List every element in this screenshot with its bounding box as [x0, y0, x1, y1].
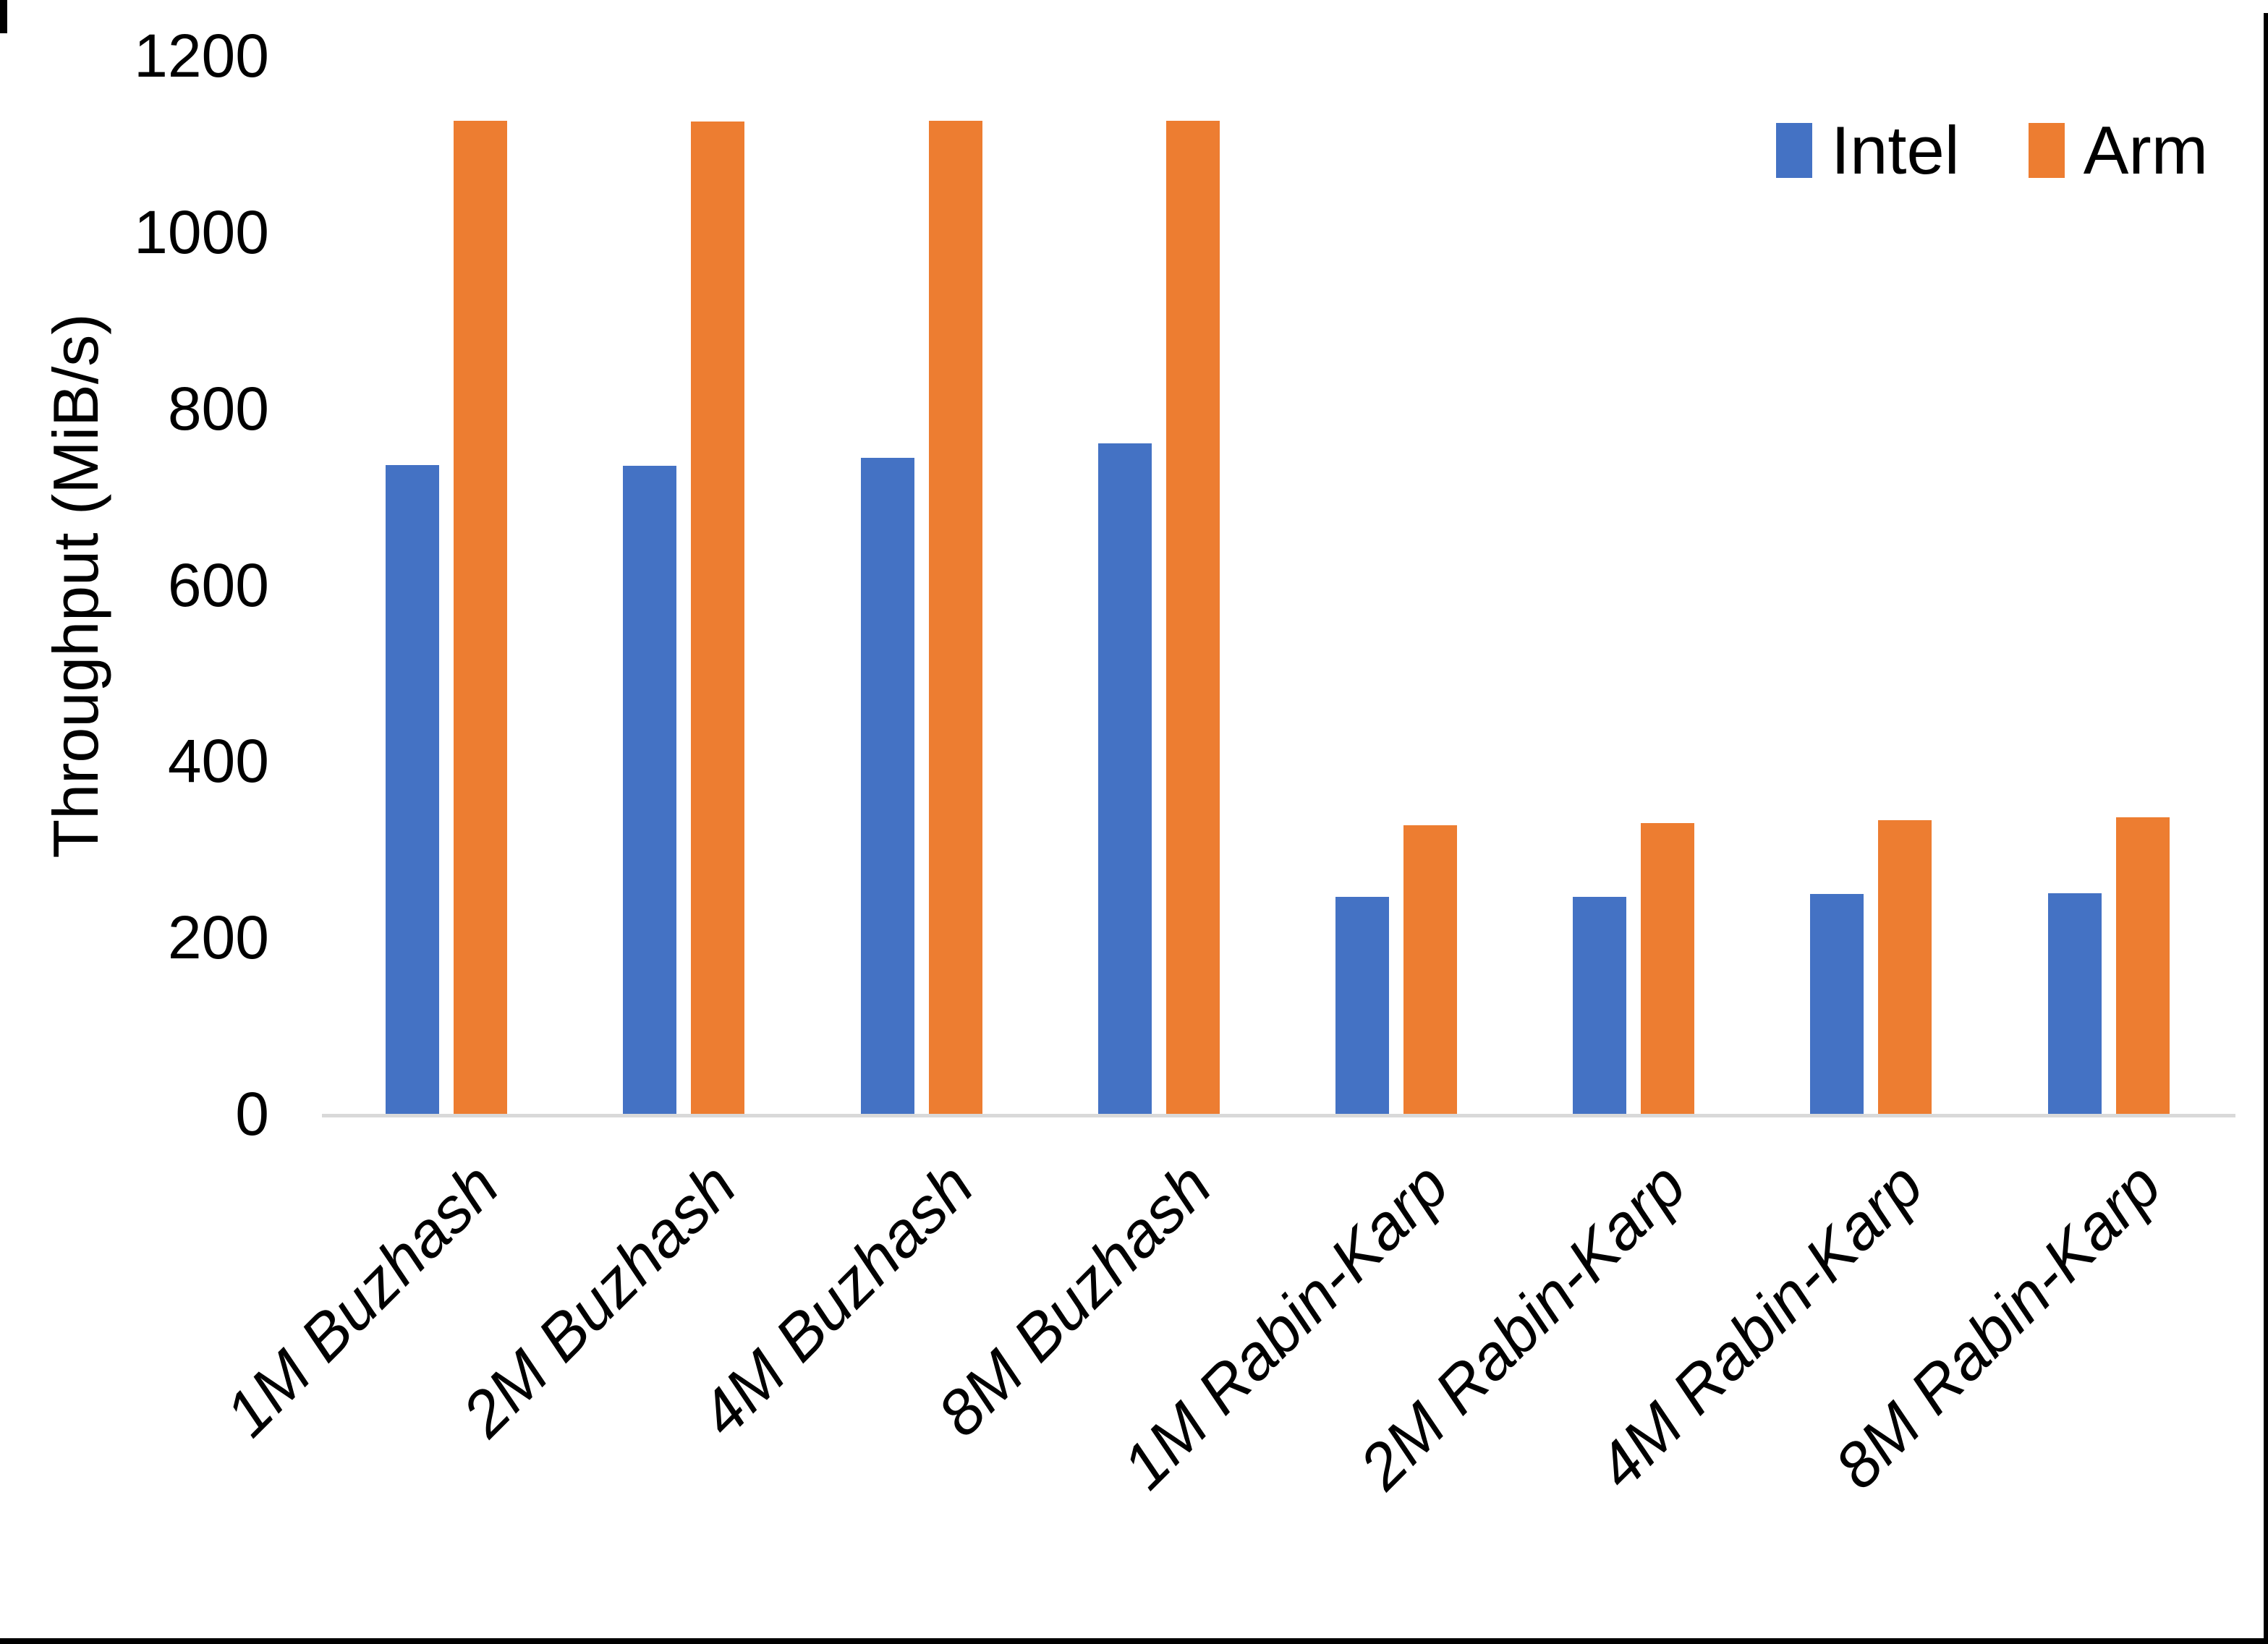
legend-label: Intel — [1831, 112, 1960, 188]
legend-item: Intel — [1776, 114, 1960, 187]
legend-swatch-icon — [2028, 123, 2065, 178]
page-border-bottom — [0, 1638, 2268, 1644]
bar — [1878, 820, 1932, 1114]
y-tick-label: 600 — [167, 550, 269, 619]
bar — [2115, 817, 2170, 1114]
y-tick-label: 1000 — [134, 197, 269, 266]
y-tick-label: 200 — [167, 903, 269, 972]
bar — [1810, 894, 1864, 1114]
legend-swatch-icon — [1776, 123, 1812, 178]
bar — [860, 457, 914, 1114]
legend-label: Arm — [2083, 112, 2208, 188]
bar — [454, 121, 508, 1114]
legend-item: Arm — [2028, 112, 2208, 188]
bar — [1165, 121, 1220, 1114]
page-border-right — [2264, 13, 2268, 1644]
legend: Intel Arm — [1776, 114, 2208, 187]
y-tick-label: 800 — [167, 374, 269, 443]
page-border-corner-mark — [0, 0, 7, 33]
bar — [1403, 825, 1457, 1114]
bar — [1335, 897, 1389, 1114]
x-axis-baseline — [322, 1114, 2235, 1117]
bar — [1573, 897, 1627, 1114]
bar — [1097, 443, 1152, 1114]
bar — [691, 122, 745, 1114]
bar — [928, 121, 982, 1114]
y-tick-label: 400 — [167, 727, 269, 796]
y-tick-label: 1200 — [134, 22, 269, 90]
bar — [2047, 893, 2102, 1114]
bar — [1641, 822, 1695, 1114]
y-tick-label: 0 — [235, 1080, 269, 1148]
bar — [623, 465, 677, 1114]
bar — [386, 464, 440, 1114]
